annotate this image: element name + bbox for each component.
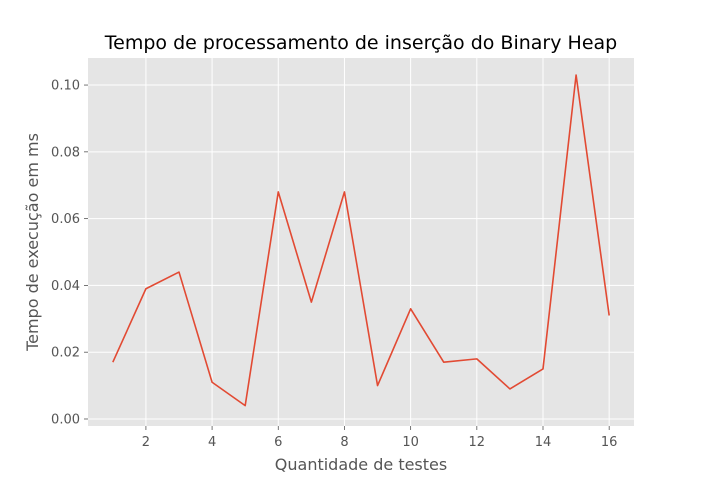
y-gridlines <box>88 84 634 420</box>
y-tick-label: 0.08 <box>51 145 80 160</box>
x-tick-label: 6 <box>274 435 282 450</box>
x-tick-label: 2 <box>142 435 150 450</box>
x-tick-labels: 2 4 6 8 10 12 14 16 <box>142 426 618 450</box>
y-tick-labels: 0.00 0.02 0.04 0.06 0.08 0.10 <box>51 79 88 427</box>
y-axis-label: Tempo de execução em ms <box>23 133 42 352</box>
y-tick-label: 0.00 <box>51 412 80 427</box>
y-tick-label: 0.10 <box>51 79 80 94</box>
x-axis-label: Quantidade de testes <box>275 455 447 474</box>
x-tick-label: 14 <box>535 435 552 450</box>
plot-background <box>88 58 634 426</box>
y-tick-label: 0.02 <box>51 346 80 361</box>
x-tick-label: 4 <box>208 435 216 450</box>
x-tick-label: 10 <box>402 435 419 450</box>
y-tick-label: 0.04 <box>51 279 80 294</box>
x-tick-label: 16 <box>601 435 618 450</box>
x-tick-label: 8 <box>340 435 348 450</box>
x-gridlines <box>145 58 610 426</box>
series-line <box>112 74 610 407</box>
x-tick-label: 12 <box>469 435 486 450</box>
chart-title: Tempo de processamento de inserção do Bi… <box>104 32 617 54</box>
y-tick-label: 0.06 <box>51 212 80 227</box>
